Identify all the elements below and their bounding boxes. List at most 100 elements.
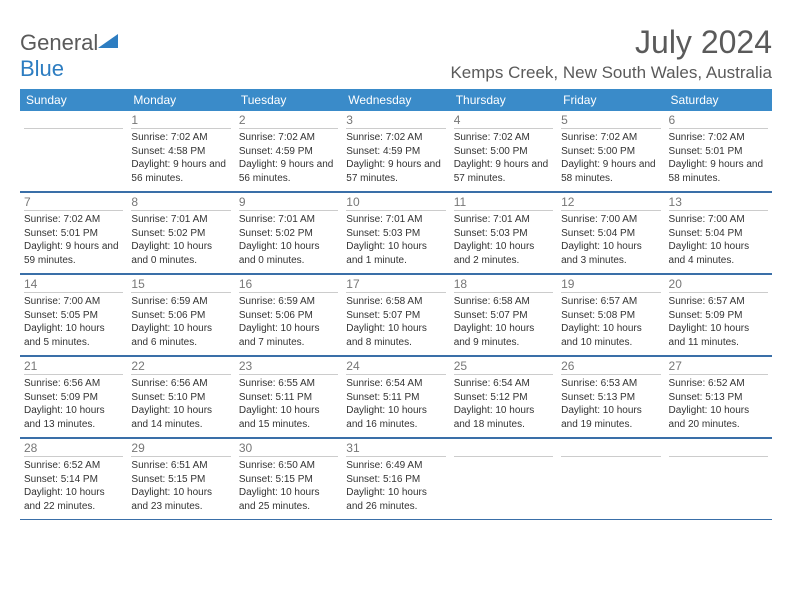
day-number: [454, 441, 553, 457]
day-info: Sunrise: 6:57 AMSunset: 5:08 PMDaylight:…: [561, 295, 660, 349]
day-cell: [665, 438, 772, 519]
day-cell: 1Sunrise: 7:02 AMSunset: 4:58 PMDaylight…: [127, 111, 234, 191]
day-cell: 7Sunrise: 7:02 AMSunset: 5:01 PMDaylight…: [20, 192, 127, 273]
header: GeneralBlue July 2024 Kemps Creek, New S…: [20, 24, 772, 83]
day-info: Sunrise: 7:01 AMSunset: 5:02 PMDaylight:…: [131, 213, 230, 267]
dow-cell: Wednesday: [342, 89, 449, 111]
day-cell: 30 Sunrise: 6:50 AMSunset: 5:15 PMDayligh…: [235, 438, 342, 519]
day-info: Sunrise: 6:59 AMSunset: 5:06 PMDaylight:…: [131, 295, 230, 349]
day-cell: [557, 438, 664, 519]
day-cell: 9 Sunrise: 7:01 AMSunset: 5:02 PMDaylight…: [235, 192, 342, 273]
day-number: [669, 441, 768, 457]
day-info: Sunrise: 7:00 AMSunset: 5:05 PMDaylight:…: [24, 295, 123, 349]
day-info: Sunrise: 6:55 AMSunset: 5:11 PMDaylight:…: [239, 377, 338, 431]
dow-cell: Sunday: [20, 89, 127, 111]
day-number: 1: [131, 113, 230, 129]
day-cell: 27Sunrise: 6:52 AMSunset: 5:13 PMDayligh…: [665, 356, 772, 437]
day-info: Sunrise: 6:54 AMSunset: 5:11 PMDaylight:…: [346, 377, 445, 431]
day-number: 25: [454, 359, 553, 375]
day-cell: 16 Sunrise: 6:59 AMSunset: 5:06 PMDayligh…: [235, 274, 342, 355]
day-number: 30: [239, 441, 338, 457]
day-number: 31: [346, 441, 445, 457]
day-cell: 4 Sunrise: 7:02 AMSunset: 5:00 PMDaylight…: [450, 111, 557, 191]
day-info: Sunrise: 7:01 AMSunset: 5:03 PMDaylight:…: [454, 213, 553, 267]
day-info: Sunrise: 6:59 AMSunset: 5:06 PMDaylight:…: [239, 295, 338, 349]
day-info: Sunrise: 7:02 AMSunset: 5:00 PMDaylight:…: [454, 131, 553, 185]
day-cell: 20 Sunrise: 6:57 AMSunset: 5:09 PMDayligh…: [665, 274, 772, 355]
day-info: Sunrise: 6:57 AMSunset: 5:09 PMDaylight:…: [669, 295, 768, 349]
day-cell: 21Sunrise: 6:56 AMSunset: 5:09 PMDayligh…: [20, 356, 127, 437]
week-row: 28 Sunrise: 6:52 AMSunset: 5:14 PMDayligh…: [20, 438, 772, 520]
day-number: 13: [669, 195, 768, 211]
day-number: [561, 441, 660, 457]
day-number: 15: [131, 277, 230, 293]
week-row: 7Sunrise: 7:02 AMSunset: 5:01 PMDaylight…: [20, 192, 772, 274]
calendar-grid: SundayMondayTuesdayWednesdayThursdayFrid…: [20, 89, 772, 520]
day-info: Sunrise: 7:02 AMSunset: 5:01 PMDaylight:…: [24, 213, 123, 267]
day-cell: 28 Sunrise: 6:52 AMSunset: 5:14 PMDayligh…: [20, 438, 127, 519]
day-number: 4: [454, 113, 553, 129]
dow-cell: Friday: [557, 89, 664, 111]
day-number: 17: [346, 277, 445, 293]
day-info: Sunrise: 7:02 AMSunset: 5:01 PMDaylight:…: [669, 131, 768, 185]
day-cell: 22 Sunrise: 6:56 AMSunset: 5:10 PMDayligh…: [127, 356, 234, 437]
logo-word-b: Blue: [20, 56, 64, 81]
day-cell: 19 Sunrise: 6:57 AMSunset: 5:08 PMDayligh…: [557, 274, 664, 355]
day-cell: [450, 438, 557, 519]
day-info: Sunrise: 7:02 AMSunset: 5:00 PMDaylight:…: [561, 131, 660, 185]
week-row: 14 Sunrise: 7:00 AMSunset: 5:05 PMDayligh…: [20, 274, 772, 356]
logo-triangle-icon: [98, 30, 120, 56]
day-number: 19: [561, 277, 660, 293]
day-cell: 5 Sunrise: 7:02 AMSunset: 5:00 PMDaylight…: [557, 111, 664, 191]
day-number: 16: [239, 277, 338, 293]
day-cell: [20, 111, 127, 191]
day-info: Sunrise: 6:52 AMSunset: 5:13 PMDaylight:…: [669, 377, 768, 431]
dow-cell: Thursday: [450, 89, 557, 111]
day-info: Sunrise: 7:02 AMSunset: 4:59 PMDaylight:…: [239, 131, 338, 185]
day-info: Sunrise: 6:58 AMSunset: 5:07 PMDaylight:…: [454, 295, 553, 349]
day-number: 6: [669, 113, 768, 129]
day-info: Sunrise: 6:53 AMSunset: 5:13 PMDaylight:…: [561, 377, 660, 431]
day-info: Sunrise: 6:56 AMSunset: 5:09 PMDaylight:…: [24, 377, 123, 431]
month-title: July 2024: [450, 24, 772, 61]
day-number: 8: [131, 195, 230, 211]
day-cell: 14 Sunrise: 7:00 AMSunset: 5:05 PMDayligh…: [20, 274, 127, 355]
day-info: Sunrise: 7:01 AMSunset: 5:02 PMDaylight:…: [239, 213, 338, 267]
day-number: 20: [669, 277, 768, 293]
day-number: 22: [131, 359, 230, 375]
day-number: 12: [561, 195, 660, 211]
day-cell: 12Sunrise: 7:00 AMSunset: 5:04 PMDayligh…: [557, 192, 664, 273]
day-cell: 23 Sunrise: 6:55 AMSunset: 5:11 PMDayligh…: [235, 356, 342, 437]
day-number: 14: [24, 277, 123, 293]
day-cell: 24Sunrise: 6:54 AMSunset: 5:11 PMDayligh…: [342, 356, 449, 437]
weeks-container: 1Sunrise: 7:02 AMSunset: 4:58 PMDaylight…: [20, 111, 772, 520]
day-info: Sunrise: 6:51 AMSunset: 5:15 PMDaylight:…: [131, 459, 230, 513]
day-cell: 8 Sunrise: 7:01 AMSunset: 5:02 PMDaylight…: [127, 192, 234, 273]
day-info: Sunrise: 6:52 AMSunset: 5:14 PMDaylight:…: [24, 459, 123, 513]
day-cell: 25Sunrise: 6:54 AMSunset: 5:12 PMDayligh…: [450, 356, 557, 437]
logo-word-a: General: [20, 30, 98, 55]
dow-cell: Saturday: [665, 89, 772, 111]
week-row: 21Sunrise: 6:56 AMSunset: 5:09 PMDayligh…: [20, 356, 772, 438]
day-cell: 2 Sunrise: 7:02 AMSunset: 4:59 PMDaylight…: [235, 111, 342, 191]
day-cell: 11 Sunrise: 7:01 AMSunset: 5:03 PMDayligh…: [450, 192, 557, 273]
day-number: 11: [454, 195, 553, 211]
day-of-week-row: SundayMondayTuesdayWednesdayThursdayFrid…: [20, 89, 772, 111]
day-number: 5: [561, 113, 660, 129]
day-cell: 17 Sunrise: 6:58 AMSunset: 5:07 PMDayligh…: [342, 274, 449, 355]
day-info: Sunrise: 6:56 AMSunset: 5:10 PMDaylight:…: [131, 377, 230, 431]
calendar-page: GeneralBlue July 2024 Kemps Creek, New S…: [0, 0, 792, 530]
day-cell: 13Sunrise: 7:00 AMSunset: 5:04 PMDayligh…: [665, 192, 772, 273]
day-number: 9: [239, 195, 338, 211]
location: Kemps Creek, New South Wales, Australia: [450, 63, 772, 83]
day-info: Sunrise: 6:58 AMSunset: 5:07 PMDaylight:…: [346, 295, 445, 349]
day-number: [24, 113, 123, 129]
dow-cell: Monday: [127, 89, 234, 111]
day-cell: 10Sunrise: 7:01 AMSunset: 5:03 PMDayligh…: [342, 192, 449, 273]
day-number: 2: [239, 113, 338, 129]
day-cell: 31Sunrise: 6:49 AMSunset: 5:16 PMDayligh…: [342, 438, 449, 519]
day-number: 28: [24, 441, 123, 457]
day-number: 23: [239, 359, 338, 375]
day-info: Sunrise: 6:50 AMSunset: 5:15 PMDaylight:…: [239, 459, 338, 513]
day-info: Sunrise: 7:02 AMSunset: 4:59 PMDaylight:…: [346, 131, 445, 185]
